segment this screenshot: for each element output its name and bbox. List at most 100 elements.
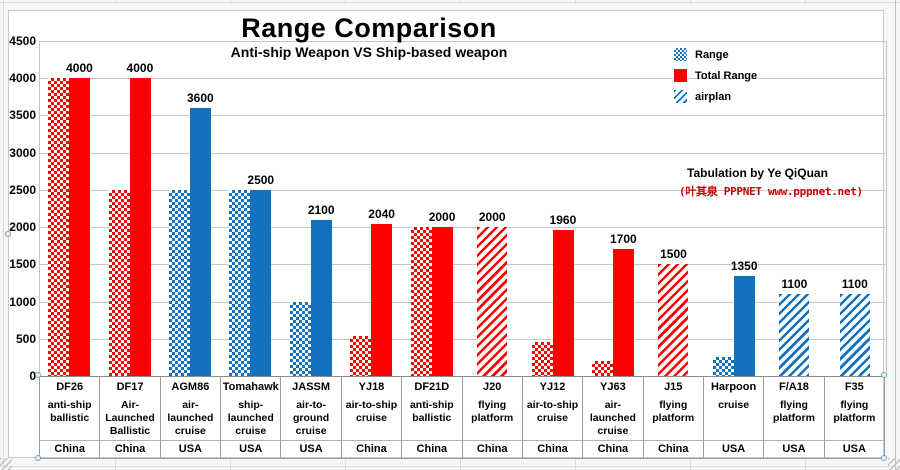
axis-cell-upper: DF17 Air- Launched Ballistic [100, 377, 159, 440]
bar-tomahawk-total-range[interactable] [250, 189, 272, 376]
weapon-type: flying platform [463, 399, 522, 425]
bar-agm86-range[interactable] [169, 189, 191, 376]
selection-handle[interactable] [35, 455, 41, 461]
weapon-country: China [402, 440, 462, 458]
chart-frame: Range Comparison Anti-ship Weapon VS Shi… [8, 10, 887, 459]
selection-handle[interactable] [881, 372, 887, 378]
axis-cell-yj63: YJ63 air-launched cruise China [583, 377, 644, 458]
category-yj18: 2040 [341, 41, 401, 376]
legend-item-airplan[interactable]: airplan [674, 90, 757, 103]
weapon-type: air-launched cruise [161, 399, 220, 438]
weapon-type: flying platform [644, 399, 703, 425]
data-label-yj18: 2040 [368, 207, 395, 222]
bar-df21d-range[interactable] [410, 227, 432, 376]
bar-yj12-total-range[interactable] [552, 230, 574, 376]
bar-jassm-total-range[interactable] [310, 219, 332, 376]
selection-handle[interactable] [5, 231, 11, 237]
bar-harpoon-range[interactable] [712, 357, 734, 376]
axis-cell-harpoon: Harpoon cruise USA [703, 377, 765, 458]
bar-df26-total-range[interactable] [69, 78, 91, 376]
axis-cell-upper: F35 flying platform [825, 377, 884, 440]
weapon-type: flying platform [764, 399, 823, 425]
sheet-gridline [0, 2, 900, 3]
data-label-yj12: 1960 [549, 213, 577, 228]
weapon-type-line: flying [840, 399, 869, 411]
bar-yj18-total-range[interactable] [371, 224, 393, 376]
weapon-name: Tomahawk [222, 381, 279, 393]
sheet-column-tick [230, 0, 231, 4]
axis-cell-upper: Tomahawk ship-launched cruise [221, 377, 280, 440]
weapon-type: air-to-ship cruise [342, 399, 401, 425]
bar-harpoon-total-range[interactable] [733, 275, 755, 376]
legend-item-range[interactable]: Range [674, 48, 757, 61]
chart-subtitle: Anti-ship Weapon VS Ship-based weapon [230, 44, 508, 60]
bar-agm86-total-range[interactable] [190, 108, 212, 376]
bar-tomahawk-range[interactable] [229, 189, 251, 376]
credit-line-2: (叶其泉 PPPNET www.pppnet.net) [679, 185, 863, 198]
axis-cell-yj12: YJ12 air-to-ship cruise China [522, 377, 584, 458]
bar-yj12-range[interactable] [531, 341, 553, 376]
gridline-2000 [40, 227, 886, 229]
bar-df21d-total-range[interactable] [431, 227, 453, 376]
sheet-column-tick [805, 0, 806, 4]
gridline-3000 [40, 152, 886, 154]
weapon-name: J20 [482, 381, 502, 393]
bar-jassm-range[interactable] [289, 301, 311, 376]
weapon-type-line: cruise [718, 399, 750, 411]
axis-cell-jassm: JASSM air-to-ground cruise USA [281, 377, 342, 458]
bar-df26-range[interactable] [48, 78, 70, 376]
axis-cell-j20: J20 flying platform China [462, 377, 523, 458]
weapon-name: Harpoon [710, 381, 757, 393]
bar-yj63-range[interactable] [592, 361, 614, 376]
weapon-type-line: anti-ship [47, 399, 92, 411]
bar-j15-airplan[interactable] [658, 264, 689, 376]
axis-cell-f35: F35 flying platform USA [824, 377, 885, 458]
legend-label: airplan [695, 90, 732, 103]
weapon-name: YJ63 [600, 381, 626, 393]
category-harpoon: 1350 [704, 41, 764, 376]
category-j20: 2000 [462, 41, 522, 376]
weapon-country: China [462, 440, 522, 458]
weapon-type-line: platform [652, 412, 695, 424]
weapon-name: DF26 [56, 381, 84, 393]
y-tick-label: 500 [15, 331, 36, 346]
data-label-df17: 4000 [126, 61, 154, 76]
bar-yj63-total-range[interactable] [613, 249, 635, 376]
weapon-country: China [583, 440, 643, 458]
sheet-column-tick [115, 0, 116, 4]
bar-f-a18-airplan[interactable] [779, 294, 810, 376]
bar-df17-range[interactable] [108, 189, 130, 376]
weapon-type: air-launched cruise [583, 399, 642, 438]
y-tick-label: 2000 [9, 220, 36, 235]
credit-line-1: Tabulation by Ye QiQuan [687, 166, 828, 180]
bar-f35-airplan[interactable] [839, 294, 870, 376]
weapon-type-line: air-to- [296, 399, 326, 411]
selection-handle[interactable] [35, 372, 41, 378]
sheet-column-tick [460, 0, 461, 4]
selection-handle[interactable] [881, 455, 887, 461]
axis-cell-upper: J15 flying platform [644, 377, 703, 440]
axis-cell-upper: J20 flying platform [463, 377, 522, 440]
weapon-type-line: cruise [537, 412, 568, 424]
weapon-type-line: ground [293, 412, 330, 424]
category-df17: 4000 [99, 41, 159, 376]
data-label-j20: 2000 [478, 210, 506, 225]
bar-df17-total-range[interactable] [129, 78, 151, 376]
legend-item-total-range[interactable]: Total Range [674, 69, 757, 82]
data-label-harpoon: 1350 [730, 258, 758, 273]
axis-cell-upper: JASSM air-to-ground cruise [281, 377, 340, 440]
gridline-500 [40, 338, 886, 340]
sheet-gridline [0, 466, 900, 467]
weapon-country: USA [824, 440, 884, 458]
gridline-3500 [40, 115, 886, 117]
y-tick-label: 0 [29, 369, 36, 383]
sheet-corner-hatch [0, 458, 12, 470]
y-tick-label: 1000 [9, 294, 36, 309]
axis-cell-upper: YJ63 air-launched cruise [583, 377, 642, 440]
weapon-type-line: air-to-ship [526, 399, 579, 411]
gridline-4000 [40, 78, 886, 80]
sheet-column-tick [805, 460, 806, 470]
bar-j20-airplan[interactable] [477, 227, 508, 376]
data-label-jassm: 2100 [307, 202, 335, 217]
bar-yj18-range[interactable] [350, 335, 372, 376]
